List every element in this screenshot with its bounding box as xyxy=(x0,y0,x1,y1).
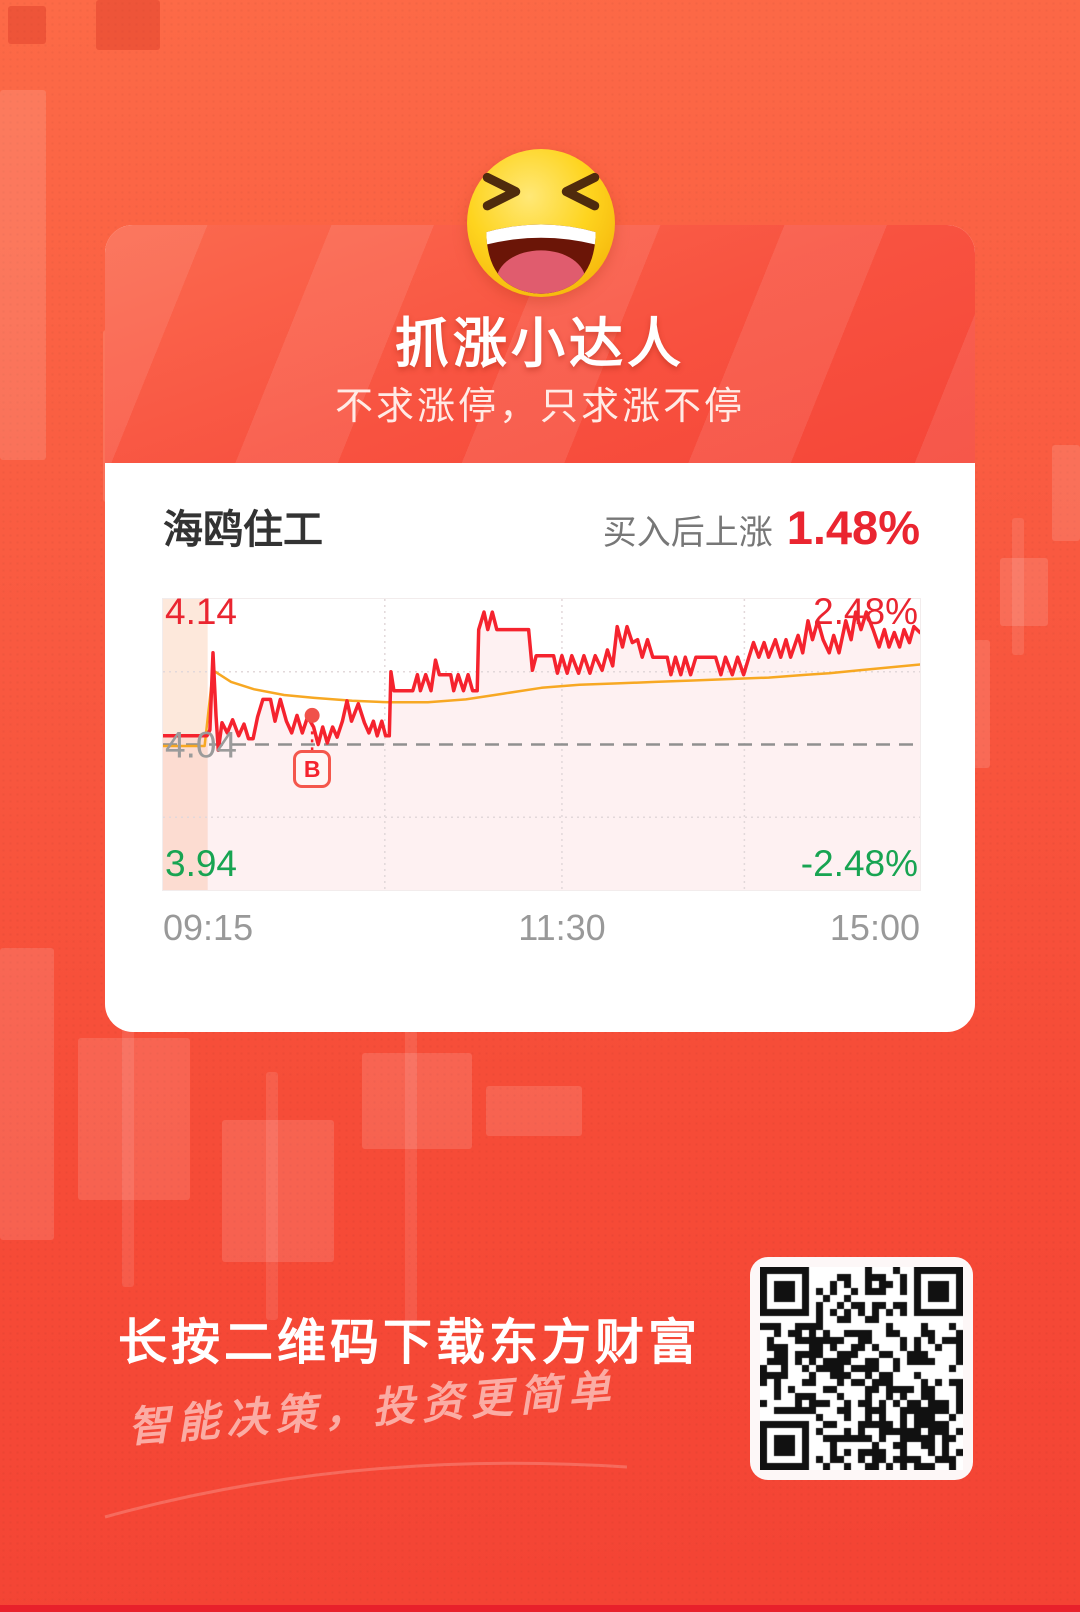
card-title: 抓涨小达人 xyxy=(395,314,685,374)
stock-name: 海鸥住工 xyxy=(163,508,323,552)
card-subtitle: 不求涨停，只求涨不停 xyxy=(334,386,745,428)
buy-marker-badge: B xyxy=(293,749,332,788)
time-tick-close: 15:00 xyxy=(829,907,920,948)
intraday-chart-plot xyxy=(162,598,921,891)
qr-code[interactable] xyxy=(750,1257,973,1480)
gain-value: 1.48% xyxy=(786,501,920,554)
time-tick-open: 09:15 xyxy=(163,907,254,948)
stock-row: 海鸥住工 买入后上涨 1.48% xyxy=(163,500,920,555)
bottom-edge-strip xyxy=(0,1605,1080,1612)
time-axis: 09:15 11:30 15:00 xyxy=(163,907,920,949)
laughing-emoji-icon xyxy=(467,149,615,297)
gain-group: 买入后上涨 1.48% xyxy=(603,500,920,555)
intraday-chart: 4.14 2.48% 4.04 3.94 -2.48% B xyxy=(162,593,921,891)
promo-card: 抓涨小达人 不求涨停，只求涨不停 海鸥住工 买入后上涨 1.48% 4.14 2… xyxy=(105,225,975,1032)
download-cta-text: 长按二维码下载东方财富 xyxy=(118,1316,702,1370)
gain-label: 买入后上涨 xyxy=(602,514,773,552)
time-tick-noon: 11:30 xyxy=(518,907,606,948)
qr-code-pattern xyxy=(760,1267,963,1470)
